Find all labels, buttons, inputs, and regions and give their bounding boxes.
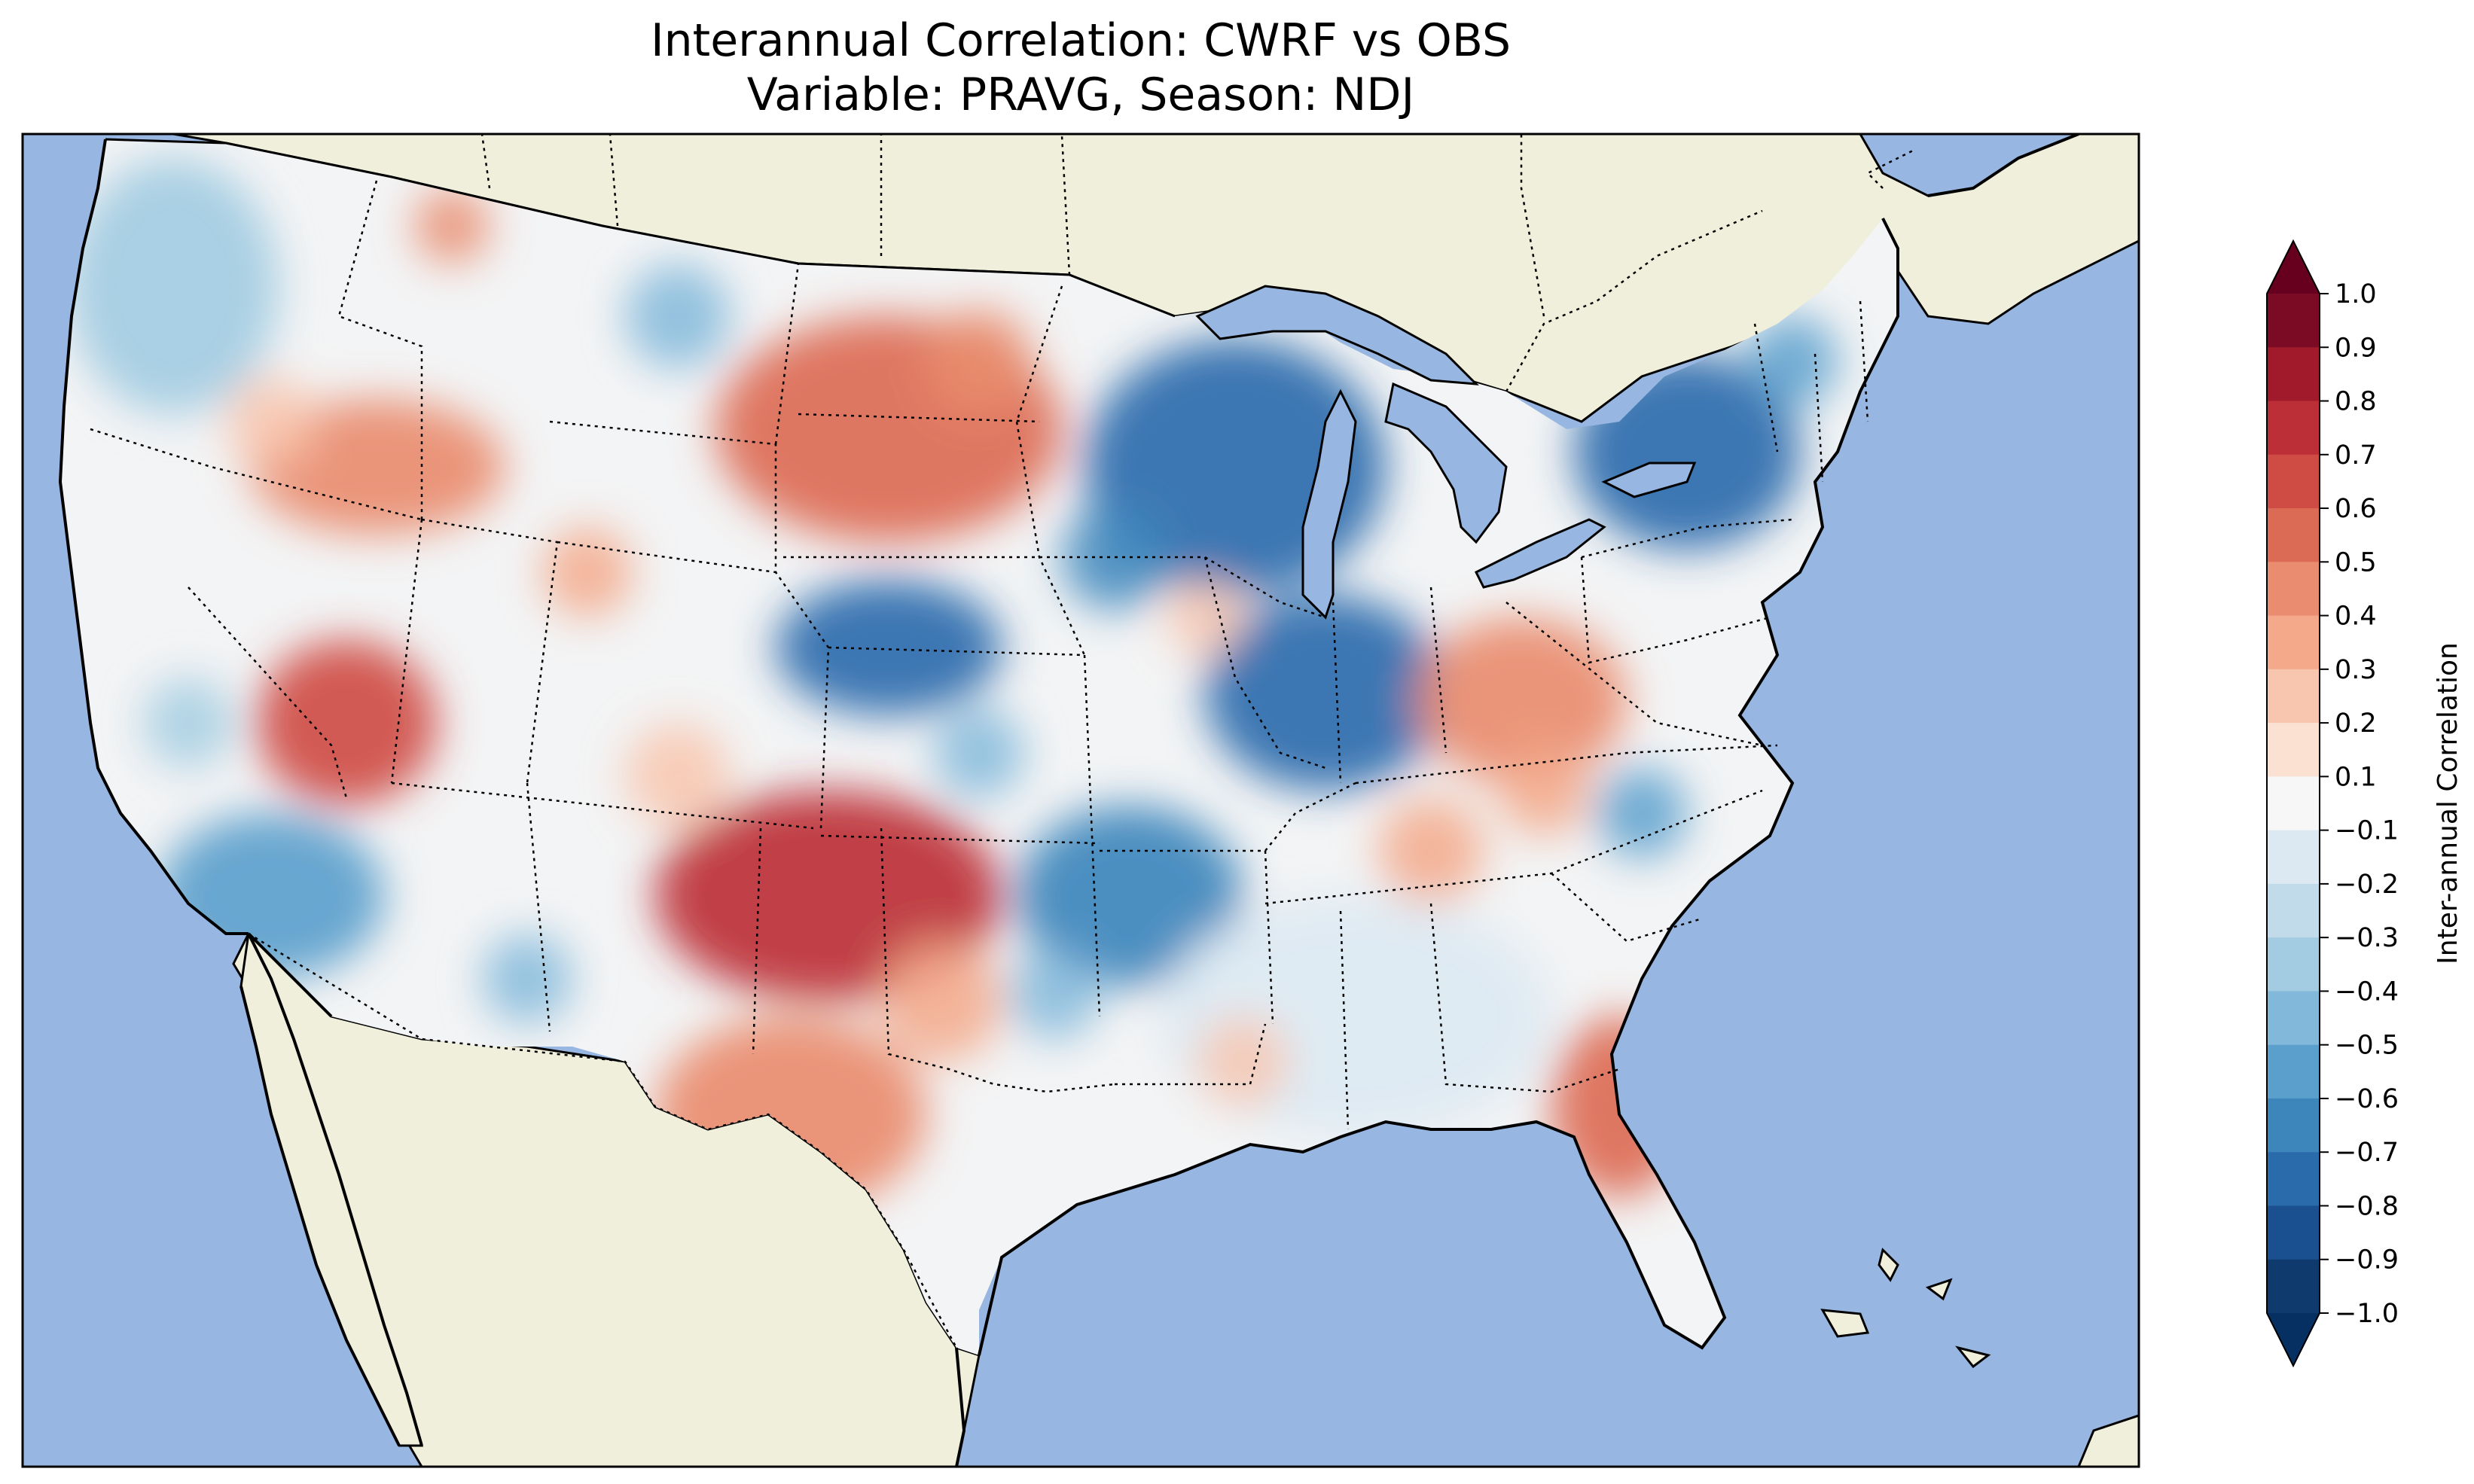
correlation-detail xyxy=(934,708,1024,798)
colorbar-band xyxy=(2267,562,2320,617)
colorbar-band xyxy=(2267,508,2320,562)
colorbar-band xyxy=(2267,991,2320,1046)
us-coastline xyxy=(58,134,2079,1467)
correlation-detail xyxy=(143,678,233,768)
colorbar-band xyxy=(2267,776,2320,831)
colorbar-band xyxy=(2267,347,2320,402)
colorbar-band xyxy=(2267,1259,2320,1314)
chart-title-line-1: Interannual Correlation: CWRF vs OBS xyxy=(650,14,1512,67)
correlation-detail xyxy=(1747,316,1838,407)
colorbar-tick-label: 0.6 xyxy=(2335,494,2377,524)
correlation-detail xyxy=(926,309,1032,414)
correlation-region xyxy=(68,158,279,414)
colorbar-tick-label: 0.2 xyxy=(2335,708,2377,739)
correlation-detail xyxy=(226,376,316,467)
caribbean-islands xyxy=(1820,1248,1991,1369)
colorbar-tick-label: −0.6 xyxy=(2335,1084,2399,1114)
colorbar-tick-label: −0.3 xyxy=(2335,923,2399,953)
colorbar-tick-label: −0.4 xyxy=(2335,977,2399,1007)
colorbar-band xyxy=(2267,1044,2320,1099)
correlation-region xyxy=(1416,617,1627,783)
correlation-detail xyxy=(1597,768,1687,858)
lake-michigan xyxy=(1301,389,1357,620)
lake-outlines xyxy=(1197,285,1605,573)
colorbar-band xyxy=(2267,401,2320,456)
correlation-region xyxy=(1017,806,1243,986)
great-lakes xyxy=(1195,285,1697,620)
colorbar-band xyxy=(2267,669,2320,724)
colorbar-band xyxy=(2267,294,2320,348)
colorbar-tick-label: −0.5 xyxy=(2335,1031,2399,1061)
correlation-region xyxy=(256,640,437,806)
colorbar-band xyxy=(2267,1205,2320,1260)
colorbar-extend-under xyxy=(2267,1313,2320,1366)
correlation-detail xyxy=(414,188,490,264)
colorbar-band xyxy=(2267,1152,2320,1206)
colorbar-tick-label: 0.9 xyxy=(2335,333,2377,363)
lake-huron xyxy=(1384,382,1508,544)
correlation-detail xyxy=(881,941,1002,1062)
colorbar-band xyxy=(2267,1098,2320,1153)
colorbar-tick-label: 0.3 xyxy=(2335,655,2377,685)
lake-superior xyxy=(1195,285,1479,385)
correlation-detail xyxy=(1009,949,1100,1039)
colorbar-tick-label: 0.7 xyxy=(2335,440,2377,471)
colorbar-tick-label: 0.5 xyxy=(2335,547,2377,577)
colorbar-tick-label: −0.8 xyxy=(2335,1191,2399,1221)
correlation-detail xyxy=(1167,580,1243,655)
colorbar-tick-label: −1.0 xyxy=(2335,1299,2399,1329)
map-area xyxy=(23,134,2139,1467)
correlation-region xyxy=(776,580,1002,715)
us-mexico-border xyxy=(248,932,958,1348)
state-boundaries xyxy=(90,134,1914,1130)
correlation-region xyxy=(1205,595,1446,791)
colorbar-tick-label: 0.4 xyxy=(2335,602,2377,632)
correlation-region xyxy=(1160,896,1551,1137)
colorbar-tick-label: 0.8 xyxy=(2335,387,2377,417)
colorbar-tick-label: −0.9 xyxy=(2335,1245,2399,1275)
colorbar-band xyxy=(2267,454,2320,509)
colorbar-tick-label: −0.2 xyxy=(2335,870,2399,900)
colorbar-tick-label: −0.1 xyxy=(2335,816,2399,846)
colorbar-extend-over xyxy=(2267,241,2320,294)
correlation-detail xyxy=(1197,1016,1288,1107)
colorbar-tick-label: 1.0 xyxy=(2335,279,2377,309)
colorbar-band xyxy=(2267,615,2320,670)
colorbar-band xyxy=(2267,883,2320,938)
correlation-detail xyxy=(1499,745,1589,836)
colorbar-label: Inter-annual Correlation xyxy=(2433,642,2463,964)
colorbar-tick-label: 0.1 xyxy=(2335,762,2377,792)
mexico-east-land xyxy=(2077,1414,2139,1467)
chart-title-line-2: Variable: PRAVG, Season: NDJ xyxy=(746,69,1415,121)
colorbar-band xyxy=(2267,723,2320,777)
lake-ontario xyxy=(1601,462,1697,498)
correlation-detail xyxy=(482,934,572,1024)
correlation-detail xyxy=(625,723,731,828)
map-frame xyxy=(21,133,2140,1468)
colorbar-tick-label: −0.7 xyxy=(2335,1138,2399,1168)
colorbar-band xyxy=(2267,937,2320,992)
colorbar: 1.0 0.9 0.8 0.7 0.6 0.5 0.4 0.3 0.2 0.1 −0.1 −0.2 −0… xyxy=(2266,239,2463,1368)
colorbar-band xyxy=(2267,830,2320,885)
correlation-detail xyxy=(542,527,633,617)
correlation-detail xyxy=(625,264,731,369)
us-canada-border xyxy=(105,138,1176,318)
correlation-detail xyxy=(1378,798,1484,904)
